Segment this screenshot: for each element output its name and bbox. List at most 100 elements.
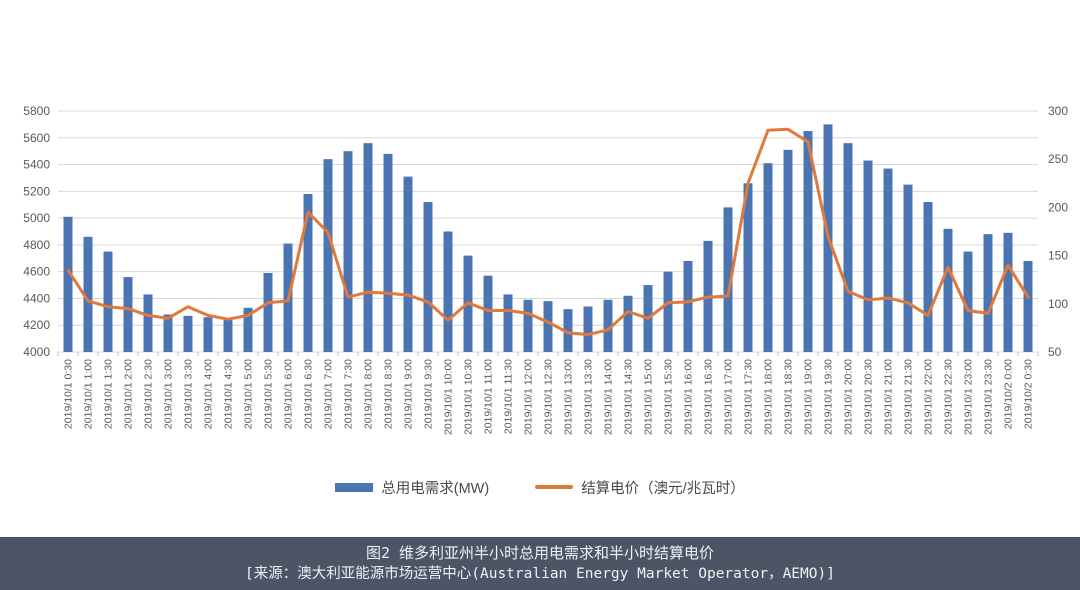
right-axis-tick-label: 250 — [1048, 152, 1068, 166]
demand-bar — [383, 153, 393, 352]
demand-bar — [903, 184, 913, 352]
demand-bar — [403, 176, 413, 352]
x-axis-category-label: 2019/10/1 21:00 — [883, 359, 895, 435]
figure-caption: 图2 维多利亚州半小时总用电需求和半小时结算电价 [来源：澳大利亚能源市场运营中… — [0, 537, 1080, 590]
right-axis-tick-label: 100 — [1048, 297, 1068, 311]
demand-bar — [483, 275, 493, 352]
legend-item-demand: 总用电需求(MW) — [335, 477, 489, 498]
x-axis-category-label: 2019/10/1 4:00 — [203, 359, 215, 429]
legend-item-price: 结算电价（澳元/兆瓦时） — [535, 477, 745, 498]
right-axis-tick-label: 150 — [1048, 249, 1068, 263]
x-axis-category-label: 2019/10/1 2:30 — [143, 359, 155, 429]
demand-bar — [103, 251, 113, 352]
demand-bar — [863, 160, 873, 352]
demand-bar — [143, 294, 153, 352]
left-axis-tick-label: 4800 — [23, 238, 50, 252]
x-axis-category-label: 2019/10/1 9:00 — [403, 359, 415, 429]
demand-bar — [803, 131, 813, 352]
x-axis-category-label: 2019/10/1 11:00 — [483, 359, 495, 434]
demand-bar — [523, 299, 533, 352]
x-axis-category-label: 2019/10/1 19:00 — [803, 359, 815, 435]
x-axis-category-label: 2019/10/1 3:30 — [183, 359, 195, 429]
demand-bar — [663, 271, 673, 352]
legend-demand-label: 总用电需求(MW) — [381, 480, 490, 497]
demand-bar — [583, 306, 593, 352]
demand-bar — [943, 228, 953, 352]
x-axis-category-label: 2019/10/1 16:00 — [683, 359, 695, 435]
demand-bar — [723, 207, 733, 352]
demand-bar — [843, 143, 853, 352]
x-axis-category-label: 2019/10/1 11:30 — [503, 359, 515, 434]
x-axis-category-label: 2019/10/1 10:00 — [443, 359, 455, 435]
x-axis-category-label: 2019/10/1 6:00 — [283, 359, 295, 429]
demand-bar — [543, 301, 553, 352]
x-axis-category-label: 2019/10/2 0:00 — [1003, 359, 1015, 429]
x-axis-category-label: 2019/10/1 15:00 — [643, 359, 655, 435]
x-axis-category-label: 2019/10/1 5:00 — [243, 359, 255, 429]
left-axis-tick-label: 4000 — [23, 345, 50, 359]
x-axis-category-label: 2019/10/2 0:30 — [1023, 359, 1035, 429]
demand-bar — [343, 151, 353, 352]
x-axis-category-label: 2019/10/1 7:00 — [323, 359, 335, 429]
left-axis-tick-label: 4600 — [23, 265, 50, 279]
demand-bar — [983, 234, 993, 352]
x-axis-category-label: 2019/10/1 9:30 — [423, 359, 435, 429]
chart-legend: 总用电需求(MW) 结算电价（澳元/兆瓦时） — [0, 474, 1080, 500]
x-axis-category-label: 2019/10/1 0:30 — [63, 359, 75, 429]
demand-series-swatch-icon — [335, 482, 374, 492]
x-axis-category-label: 2019/10/1 6:30 — [303, 359, 315, 429]
left-axis-tick-label: 5000 — [23, 211, 50, 225]
right-axis-tick-label: 50 — [1048, 345, 1062, 359]
x-axis-category-label: 2019/10/1 16:30 — [703, 359, 715, 435]
demand-bar — [223, 319, 233, 352]
x-axis-category-label: 2019/10/1 22:00 — [923, 359, 935, 435]
demand-bar — [503, 294, 513, 352]
x-axis-category-label: 2019/10/1 8:00 — [363, 359, 375, 429]
left-axis-tick-label: 5400 — [23, 158, 50, 172]
left-axis-tick-label: 4200 — [23, 318, 50, 332]
demand-bar — [83, 236, 93, 352]
demand-bar — [163, 314, 173, 352]
x-axis-category-label: 2019/10/1 19:30 — [823, 359, 835, 435]
figure-caption-source: [来源：澳大利亚能源市场运营中心(Australian Energy Marke… — [245, 566, 835, 582]
x-axis-category-label: 2019/10/1 17:00 — [723, 359, 735, 435]
x-axis-category-label: 2019/10/1 17:30 — [743, 359, 755, 435]
left-axis-tick-label: 5200 — [23, 184, 50, 198]
demand-bar — [183, 315, 193, 352]
demand-bar — [623, 295, 633, 352]
demand-bar — [1023, 260, 1033, 352]
x-axis-category-label: 2019/10/1 1:00 — [83, 359, 95, 429]
price-series-swatch-icon — [535, 485, 574, 489]
left-axis-tick-label: 5800 — [23, 104, 50, 118]
x-axis-category-label: 2019/10/1 12:00 — [523, 359, 535, 435]
right-axis-tick-label: 300 — [1048, 104, 1068, 118]
x-axis-category-label: 2019/10/1 23:00 — [963, 359, 975, 435]
demand-bar — [1003, 232, 1013, 352]
x-axis-category-label: 2019/10/1 23:30 — [983, 359, 995, 435]
x-axis-category-label: 2019/10/1 22:30 — [943, 359, 955, 435]
x-axis-category-label: 2019/10/1 1:30 — [103, 359, 115, 429]
demand-bar — [423, 202, 433, 352]
demand-bar — [63, 216, 73, 352]
chart-canvas: 4000 4200 4400 4600 4800 5000 5200 5400 5600 5800… — [23, 104, 1068, 435]
demand-bar — [743, 183, 753, 352]
x-axis-category-label: 2019/10/1 3:00 — [163, 359, 175, 429]
demand-bar — [563, 309, 573, 352]
demand-bar — [683, 260, 693, 352]
demand-bar — [203, 317, 213, 352]
x-axis-category-label: 2019/10/1 12:30 — [543, 359, 555, 435]
x-axis-category-label: 2019/10/1 18:00 — [763, 359, 775, 435]
right-axis-tick-label: 200 — [1048, 200, 1068, 214]
price-line — [66, 127, 1030, 337]
x-axis-category-label: 2019/10/1 4:30 — [223, 359, 235, 429]
x-axis-category-label: 2019/10/1 14:30 — [623, 359, 635, 435]
x-axis-category-label: 2019/10/1 7:30 — [343, 359, 355, 429]
x-axis-category-label: 2019/10/1 5:30 — [263, 359, 275, 429]
demand-price-chart: 4000 4200 4400 4600 4800 5000 5200 5400 5600 5800… — [23, 104, 1068, 435]
demand-bar — [763, 163, 773, 352]
demand-bar — [783, 149, 793, 352]
demand-bar — [123, 277, 133, 352]
demand-bar — [263, 273, 273, 352]
x-axis-category-label: 2019/10/1 14:00 — [603, 359, 615, 435]
